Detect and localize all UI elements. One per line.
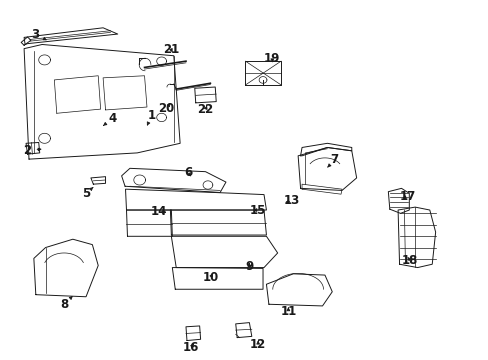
Text: 8: 8 <box>60 297 72 311</box>
Text: 16: 16 <box>183 341 199 354</box>
Text: 22: 22 <box>197 103 213 116</box>
Text: 14: 14 <box>151 205 167 218</box>
Text: 6: 6 <box>184 166 192 179</box>
Text: 18: 18 <box>401 253 418 266</box>
Text: 12: 12 <box>249 338 266 351</box>
Text: 17: 17 <box>399 190 415 203</box>
Text: 7: 7 <box>327 153 338 167</box>
Text: 4: 4 <box>103 112 117 125</box>
Text: 20: 20 <box>158 102 174 115</box>
Text: 10: 10 <box>202 271 218 284</box>
Text: 13: 13 <box>284 194 300 207</box>
Text: 5: 5 <box>81 187 93 200</box>
Text: 2: 2 <box>23 144 41 157</box>
Text: 11: 11 <box>280 305 296 318</box>
Text: 1: 1 <box>147 109 156 125</box>
Text: 9: 9 <box>245 260 253 273</box>
Text: 19: 19 <box>264 52 280 65</box>
Text: 21: 21 <box>163 44 179 57</box>
Text: 3: 3 <box>31 28 46 41</box>
Text: 15: 15 <box>249 203 266 216</box>
